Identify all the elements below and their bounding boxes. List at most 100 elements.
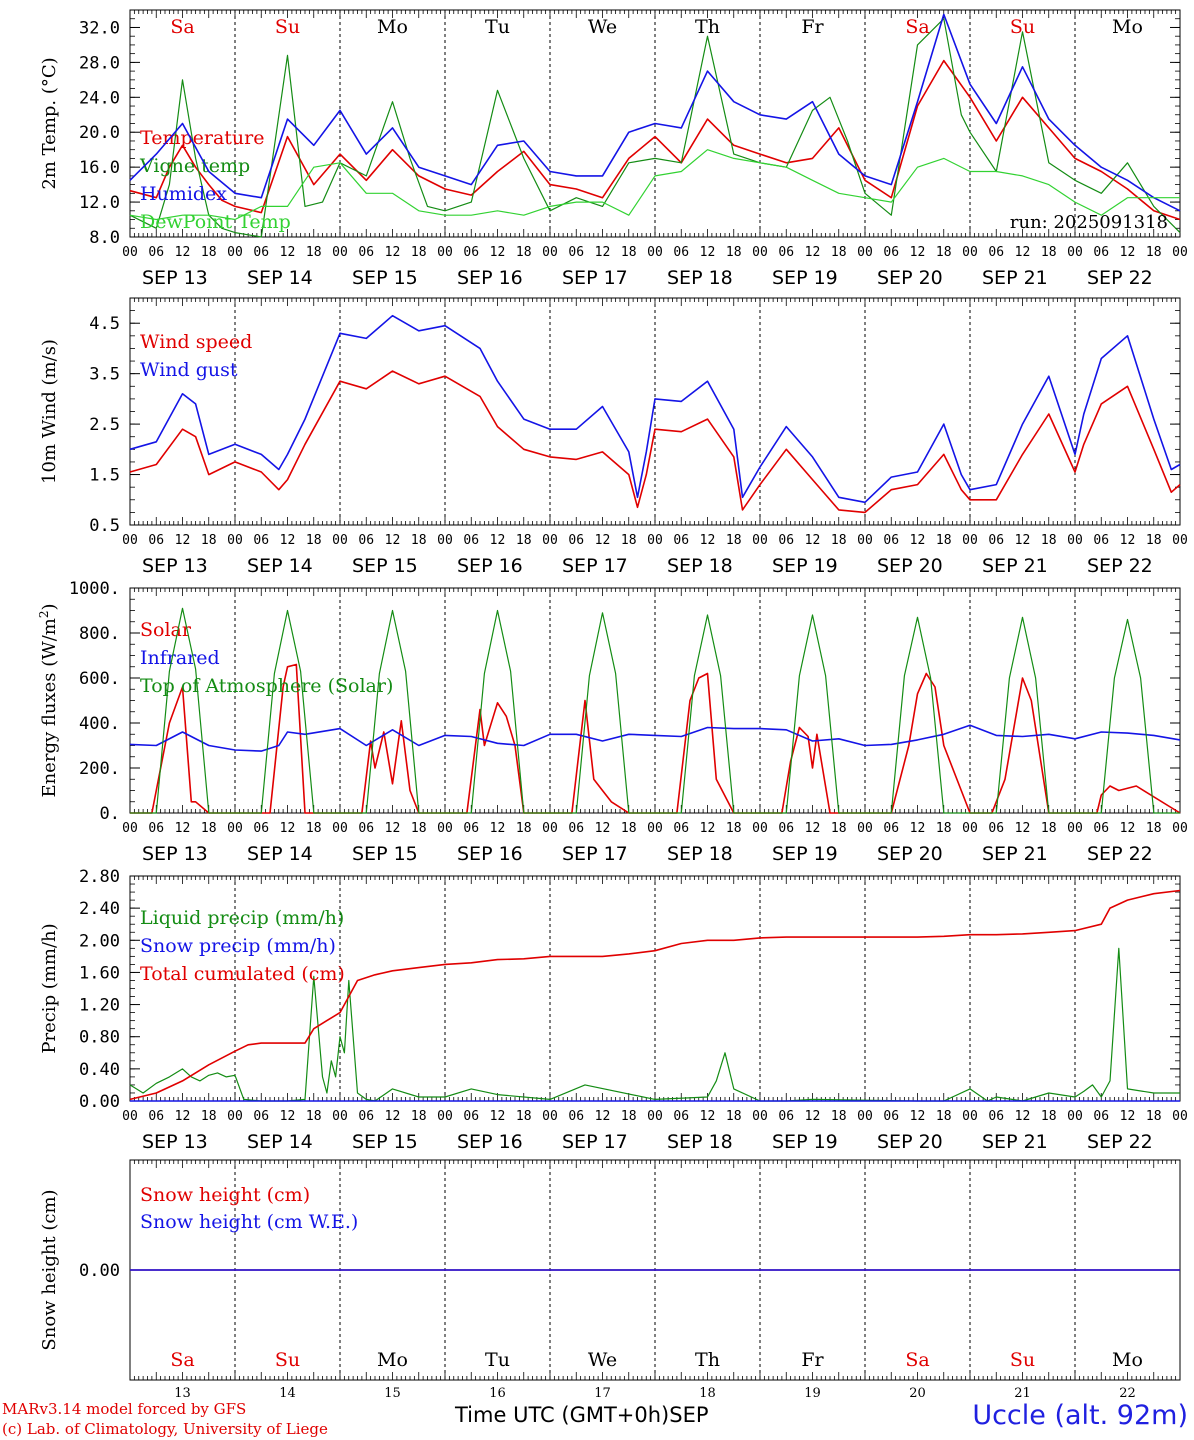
x-hour-label: 18: [726, 821, 742, 836]
x-date-label: SEP 21: [982, 267, 1048, 289]
time-axis-month: SEP: [669, 1403, 709, 1427]
x-date-label: SEP 20: [877, 843, 943, 865]
x-hour-label: 06: [778, 821, 794, 836]
x-date-label: SEP 22: [1087, 267, 1153, 289]
x-hour-label: 00: [1067, 821, 1083, 836]
day-of-week-label: Su: [275, 16, 300, 38]
bottom-day-number: 15: [384, 1386, 401, 1401]
x-hour-label: 18: [621, 1109, 637, 1124]
y-tick-label: 1.60: [79, 963, 120, 983]
day-of-week-label: Mo: [377, 1349, 408, 1371]
x-hour-label: 18: [621, 533, 637, 548]
x-hour-label: 00: [332, 1109, 348, 1124]
y-tick-label: 4.5: [89, 314, 120, 334]
x-date-label: SEP 20: [877, 1131, 943, 1153]
series-line-top-of-atmosphere-solar-: [130, 607, 1180, 814]
x-hour-label: 12: [595, 533, 611, 548]
series-line-dewpoint-temp: [129, 149, 1180, 221]
x-hour-label: 12: [175, 821, 191, 836]
x-hour-label: 00: [752, 821, 768, 836]
x-hour-label: 06: [1093, 821, 1109, 836]
x-hour-label: 12: [700, 533, 716, 548]
panel-1: 8.0 12.0 16.0 20.0 24.0 28.0 32.0 2m Temp. (°C)…: [39, 9, 1188, 289]
y-tick-label: 2.40: [79, 899, 120, 919]
x-hour-label: 06: [778, 245, 794, 260]
x-hour-label: 00: [542, 1109, 558, 1124]
x-hour-label: 18: [621, 245, 637, 260]
series-line-solar: [130, 663, 1181, 814]
x-hour-label: 00: [227, 533, 243, 548]
day-of-week-label: Su: [275, 1349, 300, 1371]
x-hour-label: 06: [673, 1109, 689, 1124]
x-date-label: SEP 19: [772, 843, 838, 865]
x-hour-label: 18: [411, 1109, 427, 1124]
y-tick-label: 2.00: [79, 931, 120, 951]
x-hour-label: 00: [122, 821, 138, 836]
bottom-day-number: 20: [909, 1386, 926, 1401]
legend-entry: Infrared: [140, 647, 220, 669]
x-hour-label: 06: [568, 1109, 584, 1124]
x-date-label: SEP 14: [247, 555, 313, 577]
x-date-label: SEP 17: [562, 267, 628, 289]
x-hour-label: 18: [306, 533, 322, 548]
x-hour-label: 12: [805, 1109, 821, 1124]
x-date-label: SEP 13: [142, 267, 208, 289]
x-hour-label: 12: [1015, 533, 1031, 548]
legend-entry: Snow height (cm W.E.): [140, 1211, 358, 1233]
x-date-label: SEP 22: [1087, 555, 1153, 577]
x-hour-label: 00: [647, 1109, 663, 1124]
x-date-label: SEP 18: [667, 267, 733, 289]
x-hour-label: 18: [1146, 245, 1162, 260]
day-of-week-label: Fr: [801, 16, 824, 38]
panel-5: 0.00 Snow height (cm) Snow height (cm) Snow…: [39, 1159, 1181, 1401]
x-date-label: SEP 18: [667, 843, 733, 865]
x-hour-label: 12: [385, 245, 401, 260]
x-hour-label: 18: [1146, 533, 1162, 548]
legend-entry: Total cumulated (cm): [140, 963, 345, 985]
x-hour-label: 18: [411, 245, 427, 260]
day-of-week-label: Sa: [170, 1349, 194, 1371]
x-hour-label: 00: [437, 245, 453, 260]
x-hour-label: 00: [227, 1109, 243, 1124]
x-hour-label: 18: [1146, 1109, 1162, 1124]
x-date-label: SEP 20: [877, 267, 943, 289]
series-line-wind-speed: [129, 370, 1181, 514]
day-of-week-label: Sa: [170, 16, 194, 38]
y-axis-label: Snow height (cm): [39, 1189, 60, 1350]
x-hour-label: 06: [673, 533, 689, 548]
x-hour-label: 18: [516, 1109, 532, 1124]
x-hour-label: 00: [1172, 533, 1188, 548]
day-of-week-label: We: [588, 16, 617, 38]
model-credit: MARv3.14 model forced by GFS: [2, 1400, 247, 1418]
x-hour-label: 12: [1015, 821, 1031, 836]
x-hour-label: 12: [175, 1109, 191, 1124]
legend-entry: Liquid precip (mm/h): [140, 907, 344, 929]
x-hour-label: 18: [516, 245, 532, 260]
x-hour-label: 18: [831, 533, 847, 548]
bottom-day-number: 17: [594, 1386, 611, 1401]
legend-entry: Vigne temp: [139, 155, 250, 177]
x-hour-label: 12: [385, 821, 401, 836]
x-hour-label: 06: [778, 533, 794, 548]
x-hour-label: 12: [385, 533, 401, 548]
x-hour-label: 00: [542, 245, 558, 260]
series-line-infrared: [129, 724, 1181, 752]
x-hour-label: 00: [332, 245, 348, 260]
x-date-label: SEP 13: [142, 555, 208, 577]
x-date-label: SEP 18: [667, 555, 733, 577]
x-hour-label: 18: [201, 1109, 217, 1124]
y-tick-label: 0.80: [79, 1028, 120, 1048]
x-date-label: SEP 13: [142, 843, 208, 865]
x-hour-label: 12: [910, 533, 926, 548]
x-date-label: SEP 22: [1087, 843, 1153, 865]
day-of-week-label: We: [588, 1349, 617, 1371]
panel-2: 0.5 1.5 2.5 3.5 4.5 10m Wind (m/s) Wind speed W…: [39, 297, 1188, 577]
plot-frame: [129, 587, 1181, 814]
x-hour-label: 06: [1093, 245, 1109, 260]
x-hour-label: 12: [385, 1109, 401, 1124]
x-hour-label: 00: [962, 1109, 978, 1124]
x-hour-label: 12: [490, 821, 506, 836]
x-hour-label: 18: [831, 821, 847, 836]
x-hour-label: 12: [805, 821, 821, 836]
time-axis-title: Time UTC (GMT+0h)SEP: [455, 1403, 709, 1427]
